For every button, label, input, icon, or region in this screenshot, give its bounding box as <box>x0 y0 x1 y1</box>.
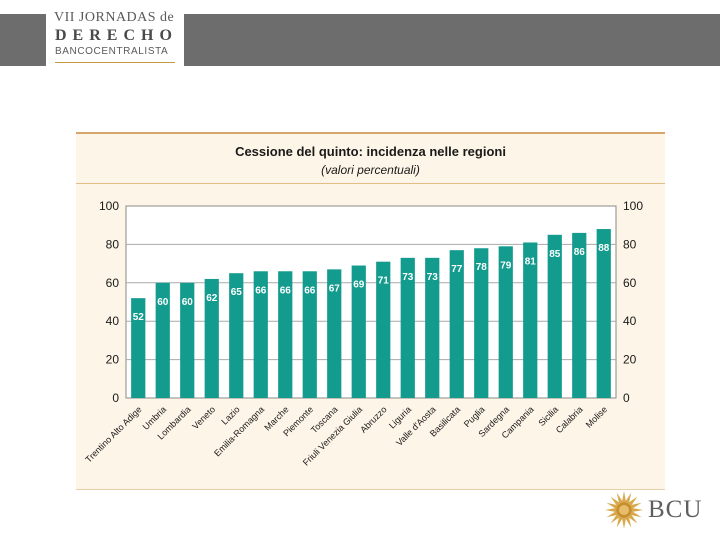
bar-value-label: 73 <box>402 272 414 283</box>
bar-value-label: 86 <box>574 247 586 258</box>
bar-value-label: 60 <box>182 297 194 308</box>
bar-value-label: 78 <box>476 262 488 273</box>
bar <box>572 232 587 398</box>
bar <box>180 282 195 398</box>
bar-value-label: 60 <box>157 297 169 308</box>
bar <box>596 229 611 398</box>
x-category-label: Trentino Alto Adige <box>83 404 143 464</box>
chart-panel: Cessione del quinto: incidenza nelle reg… <box>76 132 665 490</box>
x-category-label: Veneto <box>190 404 217 431</box>
bar <box>523 242 538 398</box>
chart-title: Cessione del quinto: incidenza nelle reg… <box>235 144 506 159</box>
bar <box>449 250 464 398</box>
y-tick-label-right: 0 <box>623 391 630 405</box>
y-tick-label-right: 40 <box>623 314 637 328</box>
y-tick-label-left: 60 <box>106 276 120 290</box>
y-tick-label-left: 0 <box>112 391 119 405</box>
logo-line-2: DERECHO <box>55 27 178 44</box>
bar <box>131 298 146 398</box>
bar-value-label: 65 <box>231 287 243 298</box>
bar-chart: 0 0 20 20 40 40 60 60 80 80 100 100 52 Trentino Alto … <box>83 199 643 468</box>
bar <box>155 282 170 398</box>
bar <box>302 271 317 398</box>
y-tick-label-left: 80 <box>106 237 120 251</box>
bar <box>498 246 513 398</box>
bar-value-label: 67 <box>329 283 341 294</box>
bar <box>376 261 391 398</box>
bar <box>351 265 366 398</box>
bar-value-label: 69 <box>353 280 365 291</box>
y-tick-label-left: 40 <box>106 314 120 328</box>
event-logo: VII JORNADAS de DERECHO BANCOCENTRALISTA <box>46 0 184 68</box>
y-tick-label-left: 100 <box>99 199 119 213</box>
bar-value-label: 88 <box>598 243 610 254</box>
bar-value-label: 66 <box>255 285 267 296</box>
plot-area <box>125 205 617 399</box>
bar-value-label: 62 <box>206 293 218 304</box>
bar <box>229 273 244 398</box>
x-category-label: Molise <box>584 404 609 429</box>
bcu-logo-text: BCU <box>648 496 703 523</box>
bar <box>425 257 440 398</box>
bar-value-label: 85 <box>549 249 561 260</box>
y-tick-label-right: 80 <box>623 237 637 251</box>
title-divider <box>76 183 665 184</box>
bar <box>204 278 219 398</box>
x-category-label: Calabria <box>554 404 585 435</box>
y-tick-label-left: 20 <box>106 353 120 367</box>
bar <box>278 271 293 398</box>
bcu-logo: BCU <box>604 490 714 532</box>
bar-value-label: 71 <box>378 276 390 287</box>
bar-value-label: 66 <box>304 285 316 296</box>
bar <box>474 248 489 398</box>
bar <box>547 234 562 398</box>
sun-icon <box>605 491 643 529</box>
bar-value-label: 66 <box>280 285 292 296</box>
y-tick-label-right: 100 <box>623 199 643 213</box>
bar <box>327 269 342 398</box>
bar-value-label: 79 <box>500 260 512 271</box>
logo-line-1: VII JORNADAS de <box>54 10 175 25</box>
bar-value-label: 81 <box>525 256 537 267</box>
logo-rule <box>55 62 175 63</box>
bar <box>400 257 415 398</box>
y-tick-label-right: 20 <box>623 353 637 367</box>
logo-line-3: BANCOCENTRALISTA <box>55 46 169 57</box>
bar-value-label: 52 <box>133 312 145 323</box>
x-category-label: Lazio <box>219 404 241 426</box>
bar-value-label: 73 <box>427 272 439 283</box>
bar-value-label: 77 <box>451 264 463 275</box>
bar <box>253 271 268 398</box>
chart-subtitle: (valori percentuali) <box>321 163 420 177</box>
x-category-label: Abruzzo <box>358 404 388 434</box>
y-tick-label-right: 60 <box>623 276 637 290</box>
